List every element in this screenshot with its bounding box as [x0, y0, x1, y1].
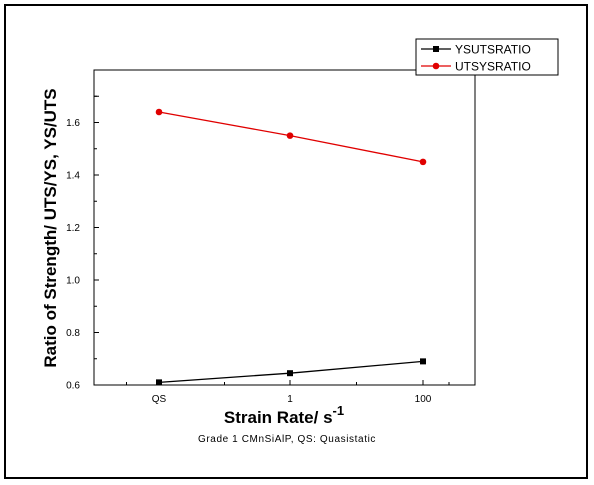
y-axis-label: Ratio of Strength/ UTS/YS, YS/UTS	[41, 88, 60, 367]
y-tick-label: 1.2	[66, 223, 80, 234]
legend-box	[415, 38, 559, 76]
y-tick-label: 1.0	[66, 276, 80, 287]
y-tick-label: 1.6	[66, 118, 80, 129]
x-tick-label: QS	[152, 394, 167, 405]
plot-area	[93, 69, 476, 386]
x-axis-label: Strain Rate/ s-1	[224, 403, 344, 427]
x-tick-label: 100	[415, 394, 432, 405]
x-tick-label: 1	[287, 394, 293, 405]
data-point	[155, 108, 163, 116]
x-axis: QS 1 100	[126, 380, 450, 405]
y-tick-label: 0.8	[66, 328, 80, 339]
chart-annotation: Grade 1 CMnSiAlP, QS: Quasistatic	[198, 434, 376, 445]
y-tick-label: 1.4	[66, 171, 80, 182]
data-point	[286, 132, 294, 139]
legend-label: UTSYSRATIO	[455, 60, 531, 74]
series-layer	[155, 108, 427, 386]
legend-label: YSUTSRATIO	[455, 43, 531, 57]
data-point	[287, 370, 293, 377]
data-point	[419, 158, 427, 166]
data-point	[156, 379, 162, 386]
legend-marker	[432, 62, 440, 70]
legend: YSUTSRATIO UTSYSRATIO	[415, 38, 559, 76]
y-axis: 0.6 0.8 1.0 1.2 1.4 1.6	[66, 95, 99, 392]
x-axis-label-text: Strain Rate/ s	[224, 408, 333, 427]
legend-marker	[433, 46, 439, 52]
y-tick-label: 0.6	[66, 381, 80, 392]
x-axis-label-superscript: -1	[333, 403, 345, 418]
data-point	[420, 358, 426, 365]
chart-frame	[4, 4, 588, 479]
